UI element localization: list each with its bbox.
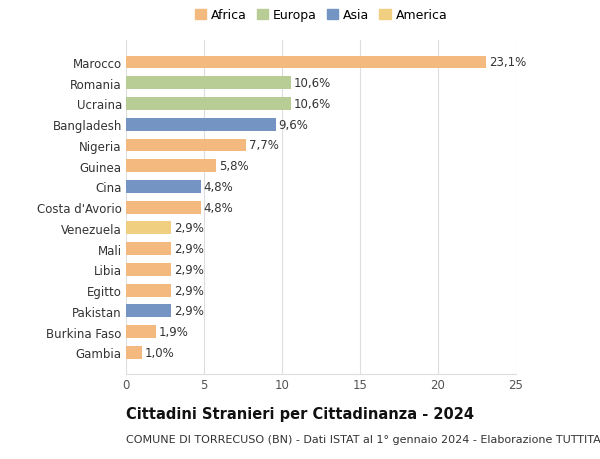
Text: 1,9%: 1,9% xyxy=(158,325,188,338)
Text: 7,7%: 7,7% xyxy=(249,139,279,152)
Bar xyxy=(126,325,155,338)
Bar xyxy=(126,346,142,359)
Bar xyxy=(126,202,201,214)
Text: 2,9%: 2,9% xyxy=(174,263,204,276)
Text: 23,1%: 23,1% xyxy=(489,56,526,69)
Text: 4,8%: 4,8% xyxy=(203,180,233,194)
Bar xyxy=(126,98,292,111)
Text: 2,9%: 2,9% xyxy=(174,305,204,318)
Bar xyxy=(126,118,276,131)
Bar xyxy=(126,305,171,318)
Bar xyxy=(126,263,171,276)
Text: 2,9%: 2,9% xyxy=(174,284,204,297)
Text: 10,6%: 10,6% xyxy=(294,77,331,90)
Text: Cittadini Stranieri per Cittadinanza - 2024: Cittadini Stranieri per Cittadinanza - 2… xyxy=(126,406,474,421)
Bar xyxy=(126,243,171,256)
Bar xyxy=(126,284,171,297)
Text: 2,9%: 2,9% xyxy=(174,222,204,235)
Text: 9,6%: 9,6% xyxy=(278,118,308,131)
Text: 5,8%: 5,8% xyxy=(219,160,249,173)
Text: 2,9%: 2,9% xyxy=(174,243,204,256)
Legend: Africa, Europa, Asia, America: Africa, Europa, Asia, America xyxy=(194,9,448,22)
Bar xyxy=(126,139,246,152)
Text: 10,6%: 10,6% xyxy=(294,98,331,111)
Bar xyxy=(126,56,487,69)
Bar xyxy=(126,180,201,193)
Bar xyxy=(126,77,292,90)
Text: 4,8%: 4,8% xyxy=(203,201,233,214)
Text: 1,0%: 1,0% xyxy=(145,346,174,359)
Text: COMUNE DI TORRECUSO (BN) - Dati ISTAT al 1° gennaio 2024 - Elaborazione TUTTITAL: COMUNE DI TORRECUSO (BN) - Dati ISTAT al… xyxy=(126,434,600,444)
Bar xyxy=(126,222,171,235)
Bar xyxy=(126,160,217,173)
